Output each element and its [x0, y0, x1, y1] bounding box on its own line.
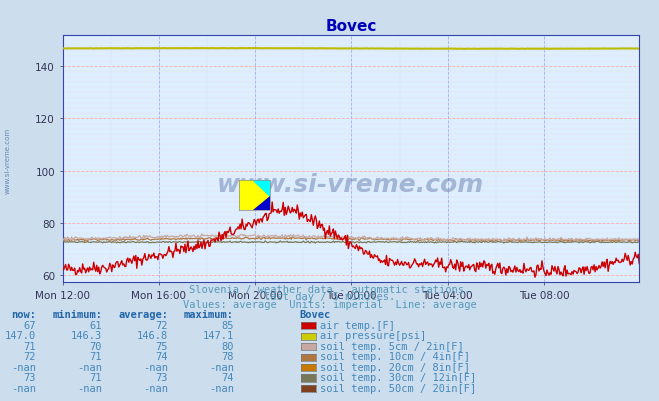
Text: Bovec: Bovec: [300, 310, 331, 320]
Text: Values: average  Units: imperial  Line: average: Values: average Units: imperial Line: av…: [183, 299, 476, 309]
Text: 146.3: 146.3: [71, 330, 102, 340]
Text: 85: 85: [221, 320, 234, 330]
Text: 72: 72: [24, 351, 36, 361]
Text: maximum:: maximum:: [184, 310, 234, 320]
Text: -nan: -nan: [11, 383, 36, 393]
Text: 147.0: 147.0: [5, 330, 36, 340]
Text: 71: 71: [24, 341, 36, 351]
Text: 71: 71: [90, 372, 102, 382]
Text: soil temp. 20cm / 8in[F]: soil temp. 20cm / 8in[F]: [320, 362, 470, 372]
Text: 146.8: 146.8: [137, 330, 168, 340]
Text: soil temp. 50cm / 20in[F]: soil temp. 50cm / 20in[F]: [320, 383, 476, 393]
Text: 78: 78: [221, 351, 234, 361]
Text: 74: 74: [156, 351, 168, 361]
Text: 147.1: 147.1: [203, 330, 234, 340]
Text: air temp.[F]: air temp.[F]: [320, 320, 395, 330]
Text: -nan: -nan: [209, 383, 234, 393]
Text: last day / 5 minutes.: last day / 5 minutes.: [264, 292, 395, 302]
Text: minimum:: minimum:: [52, 310, 102, 320]
Text: air pressure[psi]: air pressure[psi]: [320, 330, 426, 340]
Text: 75: 75: [156, 341, 168, 351]
Text: 70: 70: [90, 341, 102, 351]
Text: -nan: -nan: [209, 362, 234, 372]
Text: soil temp. 10cm / 4in[F]: soil temp. 10cm / 4in[F]: [320, 351, 470, 361]
Text: 67: 67: [24, 320, 36, 330]
Polygon shape: [253, 180, 270, 197]
Text: Slovenia / weather data - automatic stations.: Slovenia / weather data - automatic stat…: [189, 284, 470, 294]
Text: 80: 80: [221, 341, 234, 351]
Polygon shape: [253, 197, 270, 210]
Text: soil temp. 5cm / 2in[F]: soil temp. 5cm / 2in[F]: [320, 341, 463, 351]
Text: www.si-vreme.com: www.si-vreme.com: [217, 172, 484, 196]
Text: average:: average:: [118, 310, 168, 320]
Text: 73: 73: [24, 372, 36, 382]
Text: -nan: -nan: [143, 383, 168, 393]
Text: soil temp. 30cm / 12in[F]: soil temp. 30cm / 12in[F]: [320, 372, 476, 382]
Text: -nan: -nan: [77, 383, 102, 393]
Text: now:: now:: [11, 310, 36, 320]
Title: Bovec: Bovec: [326, 18, 376, 34]
Text: 74: 74: [221, 372, 234, 382]
Text: www.si-vreme.com: www.si-vreme.com: [5, 128, 11, 193]
Text: -nan: -nan: [143, 362, 168, 372]
Text: 71: 71: [90, 351, 102, 361]
Text: -nan: -nan: [11, 362, 36, 372]
Text: 61: 61: [90, 320, 102, 330]
Text: -nan: -nan: [77, 362, 102, 372]
Text: 73: 73: [156, 372, 168, 382]
Text: 72: 72: [156, 320, 168, 330]
